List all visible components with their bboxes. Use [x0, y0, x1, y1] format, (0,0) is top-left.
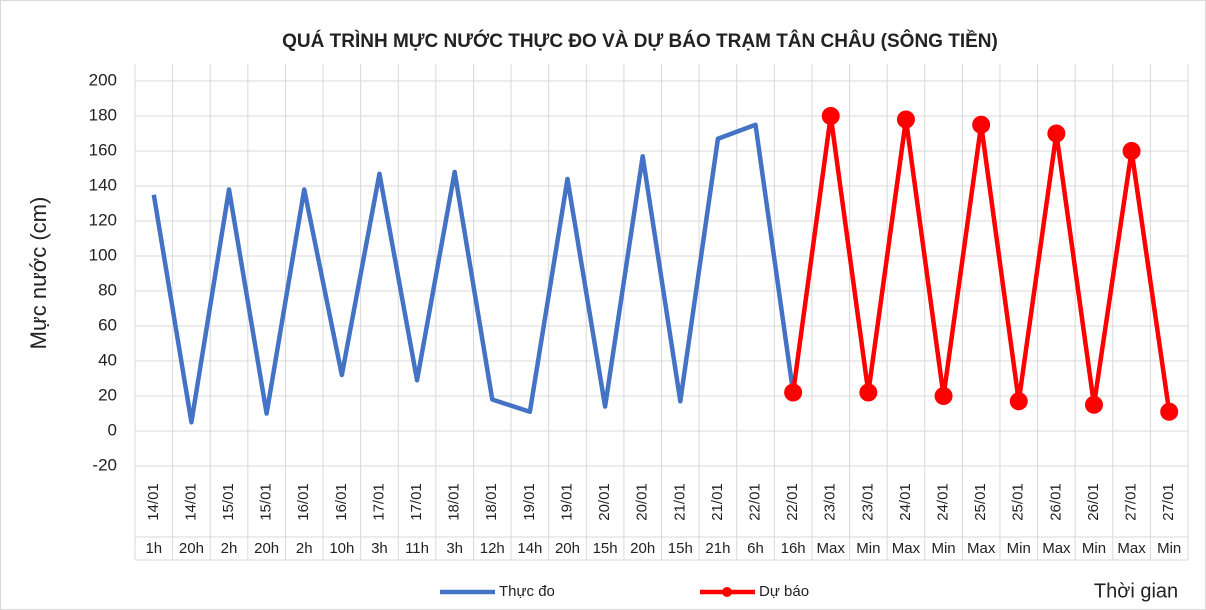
series-marker: [821, 107, 840, 125]
legend-label: Dự báo: [759, 583, 809, 600]
y-tick-label: 60: [98, 315, 117, 334]
series-marker: [784, 383, 803, 402]
x-tick-date: 23/01: [822, 483, 839, 521]
y-tick-label: 140: [89, 175, 117, 194]
x-tick-date: 21/01: [709, 483, 726, 521]
legend-marker: [722, 587, 732, 597]
x-axis-label: Thời gian: [1094, 580, 1178, 602]
x-tick-date: 23/01: [859, 483, 876, 521]
x-tick-date: 25/01: [972, 483, 989, 521]
x-tick-date: 19/01: [558, 483, 575, 521]
x-tick-time: Max: [1042, 540, 1071, 557]
x-tick-time: 20h: [254, 540, 279, 557]
chart-title: QUÁ TRÌNH MỰC NƯỚC THỰC ĐO VÀ DỰ BÁO TRẠ…: [282, 30, 998, 52]
series-marker: [859, 383, 878, 402]
x-tick-date: 17/01: [408, 483, 425, 521]
x-tick-date: 18/01: [483, 483, 500, 521]
x-tick-date: 16/01: [295, 483, 312, 521]
x-tick-time: Min: [856, 540, 880, 557]
series-marker: [972, 115, 991, 134]
x-tick-date: 20/01: [634, 483, 651, 521]
x-tick-time: 16h: [781, 540, 806, 557]
y-tick-label: 160: [89, 140, 117, 159]
x-tick-time: 10h: [329, 540, 354, 557]
x-tick-time: 14h: [517, 540, 542, 557]
x-tick-time: 2h: [296, 540, 313, 557]
y-tick-label: 20: [98, 385, 117, 404]
y-tick-label: 80: [98, 280, 117, 299]
x-tick-date: 20/01: [596, 483, 613, 521]
x-tick-time: Max: [1117, 540, 1146, 557]
series-marker: [1047, 124, 1066, 143]
x-tick-date: 27/01: [1123, 483, 1140, 521]
x-tick-time: Min: [1157, 540, 1181, 557]
x-tick-date: 15/01: [258, 483, 275, 521]
x-tick-time: Min: [931, 540, 955, 557]
y-tick-label: 0: [108, 420, 117, 439]
x-tick-time: 12h: [480, 540, 505, 557]
x-tick-date: 16/01: [333, 483, 350, 521]
x-tick-date: 18/01: [446, 483, 463, 521]
x-tick-time: 20h: [630, 540, 655, 557]
x-tick-date: 22/01: [746, 483, 763, 521]
x-tick-time: 15h: [668, 540, 693, 557]
x-tick-time: Max: [967, 540, 996, 557]
series-marker: [896, 110, 915, 129]
x-tick-time: 15h: [593, 540, 618, 557]
x-tick-date: 24/01: [935, 483, 952, 521]
x-tick-date: 24/01: [897, 483, 914, 521]
x-tick-date: 17/01: [370, 483, 387, 521]
x-tick-time: 21h: [705, 540, 730, 557]
y-tick-label: 100: [89, 245, 117, 264]
y-tick-label: -20: [92, 455, 117, 474]
x-tick-time: Min: [1082, 540, 1106, 557]
x-tick-date: 14/01: [145, 483, 162, 521]
y-tick-label: 180: [89, 105, 117, 124]
x-tick-time: 1h: [145, 540, 162, 557]
x-tick-date: 25/01: [1010, 483, 1027, 521]
x-tick-time: Max: [817, 540, 846, 557]
x-tick-time: 3h: [371, 540, 388, 557]
x-tick-date: 15/01: [220, 483, 237, 521]
y-tick-label: 200: [89, 70, 117, 89]
y-tick-label: 120: [89, 210, 117, 229]
series-marker: [1009, 392, 1028, 411]
x-tick-time: 3h: [446, 540, 463, 557]
x-tick-time: 11h: [405, 540, 429, 557]
series-marker: [934, 387, 953, 405]
series-marker: [1122, 142, 1141, 160]
x-tick-date: 21/01: [671, 483, 688, 521]
x-tick-date: 19/01: [521, 483, 538, 521]
x-tick-date: 27/01: [1160, 483, 1177, 521]
x-tick-time: 20h: [179, 540, 204, 557]
x-tick-date: 14/01: [182, 483, 199, 521]
x-tick-time: Min: [1007, 540, 1031, 557]
x-tick-time: 2h: [221, 540, 238, 557]
x-tick-date: 26/01: [1047, 483, 1064, 521]
series-marker: [1160, 402, 1179, 421]
x-tick-time: 20h: [555, 540, 580, 557]
x-tick-date: 26/01: [1085, 483, 1102, 521]
series-line: [151, 122, 796, 425]
y-tick-label: 40: [98, 350, 117, 369]
series-marker: [1084, 395, 1103, 414]
x-tick-date: 22/01: [784, 483, 801, 521]
x-tick-time: 6h: [747, 540, 764, 557]
y-axis-label: Mực nước (cm): [26, 197, 51, 350]
legend-label: Thực đo: [499, 583, 555, 600]
x-tick-time: Max: [892, 540, 921, 557]
